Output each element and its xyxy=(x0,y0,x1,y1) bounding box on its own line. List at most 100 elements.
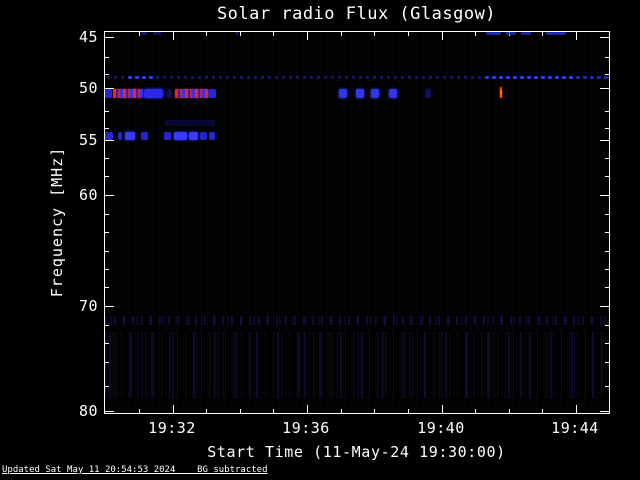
x-tick-label: 19:44 xyxy=(551,419,599,437)
y-tick-label: 50 xyxy=(78,79,98,97)
emission-dot xyxy=(464,76,467,79)
y-tick-label: 60 xyxy=(78,186,98,204)
y-tick-major xyxy=(600,88,609,89)
y-tick-minor xyxy=(105,251,109,252)
y-tick-minor xyxy=(605,57,609,58)
emission-dot xyxy=(233,76,236,79)
emission-dash xyxy=(235,32,239,35)
y-tick-minor xyxy=(605,287,609,288)
emission-segment xyxy=(200,132,207,140)
x-tick-major xyxy=(173,32,174,40)
y-tick-minor xyxy=(105,176,109,177)
emission-dot xyxy=(268,76,271,79)
y-tick-minor xyxy=(105,325,109,326)
y-tick-minor xyxy=(605,74,609,75)
emission-dot xyxy=(324,76,327,79)
emission-dot xyxy=(135,76,139,79)
x-tick-minor xyxy=(542,409,543,413)
emission-segment xyxy=(339,89,347,98)
x-tick-minor xyxy=(139,32,140,36)
y-tick-major xyxy=(105,37,114,38)
x-tick-minor xyxy=(374,32,375,36)
emission-dash xyxy=(521,32,531,35)
emission-dot xyxy=(520,76,524,79)
y-tick-minor xyxy=(605,176,609,177)
y-tick-major xyxy=(105,195,114,196)
x-tick-minor xyxy=(206,32,207,36)
emission-dot xyxy=(604,76,608,79)
emission-dot xyxy=(331,76,334,79)
y-tick-label: 55 xyxy=(78,131,98,149)
emission-dot xyxy=(527,76,531,79)
emission-dot xyxy=(240,76,243,79)
y-tick-minor xyxy=(105,57,109,58)
emission-dash xyxy=(506,32,516,35)
x-tick-major xyxy=(576,32,577,40)
emission-segment xyxy=(389,89,397,98)
y-tick-label: 70 xyxy=(78,297,98,315)
emission-dot xyxy=(198,76,201,79)
x-tick-minor xyxy=(408,32,409,36)
y-axis-label: Frequency [MHz] xyxy=(48,146,66,298)
emission-dot xyxy=(254,76,257,79)
emission-dot xyxy=(191,76,194,79)
emission-dot xyxy=(590,76,594,79)
y-tick-minor xyxy=(605,251,609,252)
emission-dot xyxy=(219,76,222,79)
y-tick-minor xyxy=(605,111,609,112)
emission-segment xyxy=(208,89,216,98)
x-tick-major xyxy=(576,405,577,413)
emission-dot xyxy=(226,76,229,79)
emission-dot xyxy=(170,76,173,79)
emission-dot xyxy=(583,76,587,79)
y-tick-major xyxy=(600,195,609,196)
y-tick-major xyxy=(600,306,609,307)
y-tick-minor xyxy=(105,74,109,75)
emission-segment xyxy=(167,89,172,98)
x-tick-label: 19:40 xyxy=(417,419,465,437)
emission-dot xyxy=(338,76,341,79)
emission-dot xyxy=(415,76,418,79)
emission-dot xyxy=(261,76,264,79)
emission-dot xyxy=(156,76,159,79)
y-tick-minor xyxy=(105,343,109,344)
emission-dot xyxy=(555,76,559,79)
emission-dot xyxy=(569,76,573,79)
y-tick-major xyxy=(105,306,114,307)
y-tick-major xyxy=(600,140,609,141)
emission-segment xyxy=(425,89,431,98)
x-tick-minor xyxy=(240,409,241,413)
emission-dot xyxy=(289,76,292,79)
x-tick-label: 19:36 xyxy=(282,419,330,437)
emission-dot xyxy=(408,76,411,79)
emission-dot xyxy=(492,76,496,79)
y-tick-major xyxy=(600,37,609,38)
noise-stripe-region xyxy=(105,332,609,398)
emission-dot xyxy=(303,76,306,79)
emission-dot xyxy=(443,76,446,79)
emission-segment xyxy=(125,132,135,140)
emission-dot xyxy=(282,76,285,79)
emission-dot xyxy=(114,76,117,79)
emission-segment xyxy=(174,132,187,140)
red-burst-tick xyxy=(500,87,502,98)
emission-dot xyxy=(429,76,432,79)
emission-segment xyxy=(105,132,113,140)
emission-dot xyxy=(548,76,552,79)
emission-segment xyxy=(164,132,171,140)
x-tick-major xyxy=(173,405,174,413)
x-tick-minor xyxy=(374,409,375,413)
emission-dash xyxy=(141,32,147,35)
emission-dot xyxy=(457,76,460,79)
y-tick-major xyxy=(600,411,609,412)
emission-dot xyxy=(422,76,425,79)
y-tick-minor xyxy=(605,343,609,344)
noise-speckle-row xyxy=(105,316,609,325)
emission-segment xyxy=(105,89,112,98)
x-tick-minor xyxy=(240,32,241,36)
emission-segment xyxy=(141,132,148,140)
x-tick-minor xyxy=(475,32,476,36)
emission-dot xyxy=(401,76,404,79)
emission-dot xyxy=(478,76,481,79)
